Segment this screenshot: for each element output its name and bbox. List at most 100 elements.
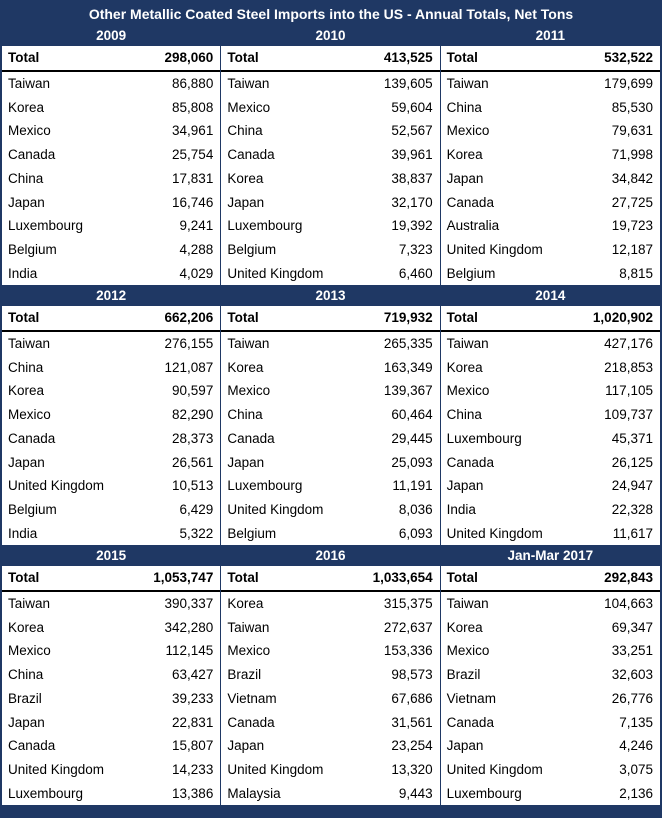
table-row: Luxembourg 19,392	[221, 213, 440, 238]
table-row: Korea 163,349	[221, 355, 440, 380]
table-row: China 60,464	[221, 402, 440, 427]
country-value: 45,371	[611, 430, 653, 446]
table-row: Mexico 82,290	[2, 402, 221, 427]
table-row: Korea 69,347	[440, 615, 660, 640]
country-label: Mexico	[227, 99, 271, 115]
table-row: Taiwan 427,176	[440, 331, 660, 356]
country-value: 24,947	[611, 478, 653, 494]
panel-body: Total 292,843 Taiwan 104,663 Korea 69,347 Mexi…	[440, 566, 660, 805]
country-label: Taiwan	[446, 76, 489, 92]
total-label: Total	[8, 310, 40, 326]
country-value: 117,105	[605, 383, 653, 399]
total-value: 292,843	[604, 570, 653, 586]
country-value: 19,723	[611, 218, 653, 234]
country-label: China	[227, 123, 263, 139]
country-value: 139,367	[383, 383, 433, 399]
country-label: Korea	[8, 619, 45, 635]
country-label: Korea	[8, 383, 45, 399]
country-value: 26,561	[172, 454, 214, 470]
table-row: Luxembourg 11,191	[221, 473, 440, 498]
table-row: United Kingdom 10,513	[2, 473, 221, 498]
total-label: Total	[227, 570, 259, 586]
country-label: Australia	[446, 218, 500, 234]
year-panel-2011: 2011 Total 532,522 Taiwan 179,699 China 85,530…	[440, 26, 660, 286]
country-label: Belgium	[227, 241, 277, 257]
country-value: 7,323	[398, 241, 433, 257]
table-row: Japan 22,831	[2, 710, 221, 734]
country-label: Taiwan	[446, 336, 489, 352]
year-panel-2015: 2015 Total 1,053,747 Taiwan 390,337 Korea 342,…	[2, 546, 222, 806]
country-label: Canada	[227, 147, 275, 163]
total-value: 413,525	[383, 50, 433, 66]
country-value: 427,176	[604, 336, 653, 352]
country-label: Belgium	[446, 265, 496, 281]
table-row: Mexico 153,336	[221, 639, 440, 663]
total-row: Total 662,206	[2, 306, 221, 332]
country-value: 25,093	[391, 454, 433, 470]
country-value: 10,513	[172, 478, 214, 494]
table-row: Vietnam 26,776	[440, 686, 660, 711]
table-row: Mexico 33,251	[440, 639, 660, 663]
country-label: Brazil	[446, 667, 481, 683]
table-row: Belgium 8,815	[440, 261, 660, 285]
country-value: 32,603	[611, 667, 653, 683]
country-label: Mexico	[227, 643, 271, 659]
table-row: Mexico 34,961	[2, 119, 221, 143]
table-row: Canada 28,373	[2, 426, 221, 451]
country-label: Luxembourg	[446, 430, 522, 446]
country-value: 71,998	[611, 147, 653, 163]
total-label: Total	[446, 310, 478, 326]
country-value: 109,737	[604, 407, 653, 423]
table-row: Korea 85,808	[2, 95, 221, 120]
table-row: Korea 38,837	[221, 166, 440, 191]
country-value: 6,093	[398, 525, 433, 541]
country-label: Canada	[227, 714, 275, 730]
year-header: Jan-Mar 2017	[440, 546, 660, 566]
table-row: China 52,567	[221, 119, 440, 143]
total-label: Total	[8, 50, 40, 66]
country-label: Canada	[8, 738, 56, 754]
table-row: United Kingdom 3,075	[440, 757, 660, 782]
country-label: Japan	[8, 454, 45, 470]
country-label: Taiwan	[8, 76, 51, 92]
page-title: Other Metallic Coated Steel Imports into…	[2, 2, 660, 26]
country-value: 29,445	[391, 430, 433, 446]
total-row: Total 298,060	[2, 46, 221, 72]
table-row: Canada 26,125	[440, 450, 660, 474]
footer-bar	[2, 806, 660, 816]
country-value: 11,617	[612, 525, 653, 541]
country-value: 5,322	[179, 525, 214, 541]
panel-body: Total 1,053,747 Taiwan 390,337 Korea 342,280 M…	[2, 566, 221, 805]
table-row: Belgium 6,429	[2, 497, 221, 522]
table-row: Mexico 139,367	[221, 379, 440, 403]
country-value: 13,320	[391, 761, 433, 777]
country-label: Mexico	[227, 383, 271, 399]
total-value: 719,932	[383, 310, 433, 326]
country-label: United Kingdom	[446, 525, 543, 541]
year-panel-jan-mar-2017: Jan-Mar 2017 Total 292,843 Taiwan 104,663 Kor…	[440, 546, 660, 806]
table-row: Canada 7,135	[440, 710, 660, 734]
country-value: 22,328	[611, 501, 653, 517]
total-row: Total 1,053,747	[2, 566, 221, 592]
country-label: United Kingdom	[446, 241, 543, 257]
table-row: Japan 4,246	[440, 733, 660, 758]
year-header: 2009	[2, 26, 221, 46]
country-value: 315,375	[383, 596, 433, 612]
total-label: Total	[227, 310, 259, 326]
table-row: Luxembourg 2,136	[440, 781, 660, 805]
table-row: United Kingdom 11,617	[440, 521, 660, 545]
table-row: Brazil 32,603	[440, 662, 660, 687]
country-value: 63,427	[172, 667, 214, 683]
total-value: 1,033,654	[372, 570, 433, 586]
table-row: China 109,737	[440, 402, 660, 427]
country-label: Belgium	[8, 241, 57, 257]
table-row: Taiwan 276,155	[2, 331, 221, 356]
country-label: Japan	[227, 194, 265, 210]
table-row: United Kingdom 8,036	[221, 497, 440, 522]
country-value: 9,241	[179, 218, 214, 234]
table-row: Luxembourg 9,241	[2, 213, 221, 238]
country-value: 25,754	[172, 147, 214, 163]
table-row: Mexico 112,145	[2, 639, 221, 663]
country-label: United Kingdom	[227, 761, 324, 777]
